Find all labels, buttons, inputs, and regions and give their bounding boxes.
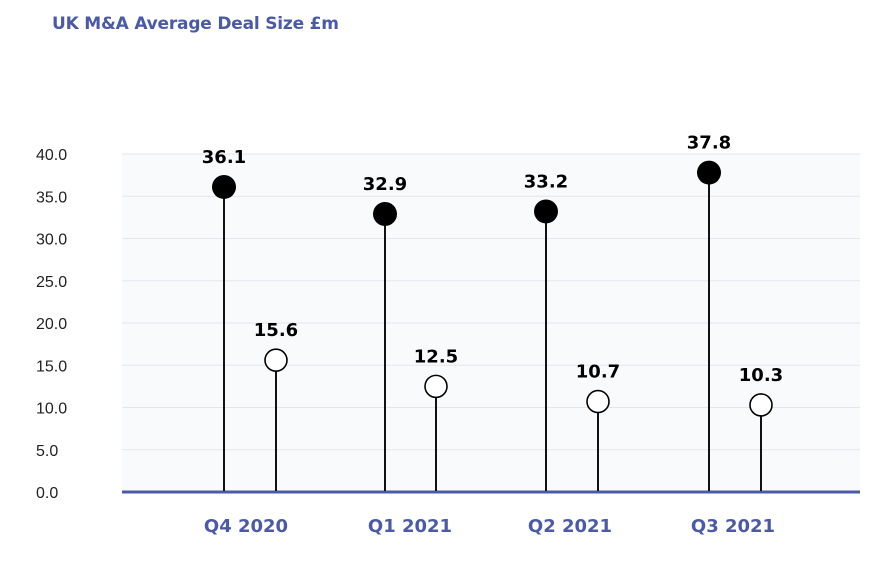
x-category-label: Q3 2021 — [691, 516, 775, 537]
y-tick-label: 15.0 — [36, 358, 67, 375]
data-label: 36.1 — [202, 147, 246, 168]
filled-point — [212, 174, 236, 199]
y-tick-label: 10.0 — [36, 401, 67, 418]
data-label: 33.2 — [524, 171, 568, 192]
data-label: 10.7 — [576, 362, 620, 383]
hollow-point — [424, 374, 448, 399]
data-label: 15.6 — [254, 320, 298, 341]
data-label: 10.3 — [739, 365, 783, 386]
y-tick-label: 20.0 — [36, 316, 67, 333]
y-tick-label: 25.0 — [36, 274, 67, 291]
hollow-point — [586, 389, 610, 414]
filled-point — [534, 199, 558, 224]
chart-title: UK M&A Average Deal Size £m — [52, 14, 339, 34]
y-tick-label: 5.0 — [36, 443, 58, 460]
data-label: 12.5 — [414, 346, 458, 367]
filled-point — [697, 160, 721, 185]
y-tick-label: 30.0 — [36, 232, 67, 249]
x-category-label: Q2 2021 — [528, 516, 612, 537]
x-category-label: Q1 2021 — [368, 516, 452, 537]
hollow-point — [749, 393, 773, 417]
filled-point — [373, 201, 397, 226]
x-category-label: Q4 2020 — [204, 516, 288, 537]
y-tick-label: 35.0 — [36, 189, 67, 206]
data-label: 32.9 — [363, 174, 407, 195]
y-tick-label: 0.0 — [36, 485, 58, 502]
data-label: 37.8 — [687, 133, 731, 154]
hollow-point — [264, 348, 288, 372]
y-tick-label: 40.0 — [36, 147, 67, 164]
